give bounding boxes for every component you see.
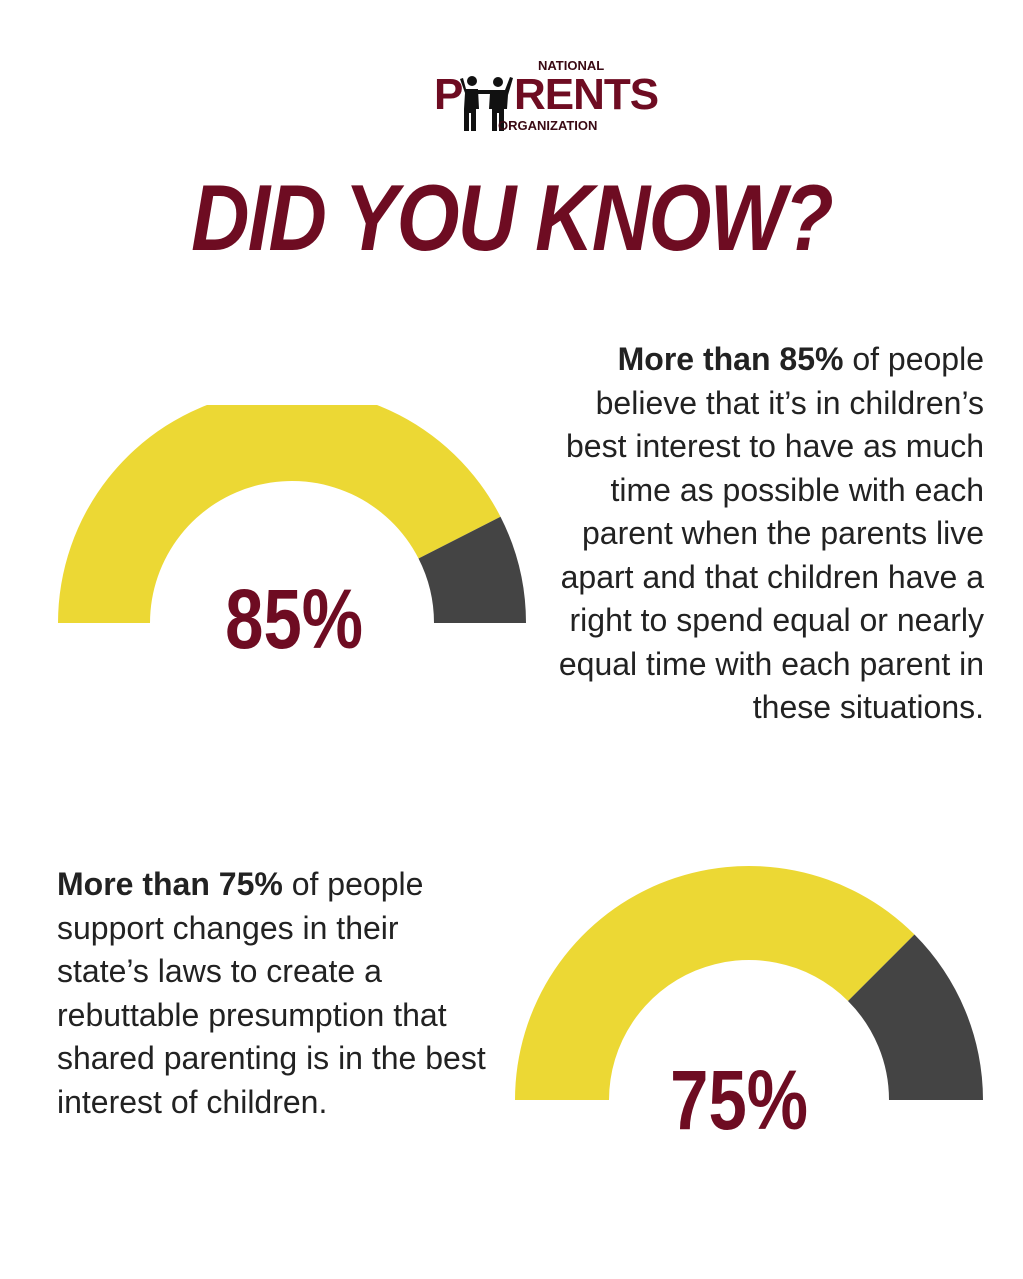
gauge-85-fill-arc (58, 405, 501, 623)
gauge-85-remainder-arc (418, 516, 526, 623)
gauge-75-percent-label: 75% (670, 1053, 808, 1147)
gauge-85-chart (58, 405, 526, 623)
national-parents-organization-logo: NATIONAL P RENTS ORGANIZATION (434, 58, 659, 138)
gauge-75: 75% (507, 862, 991, 1142)
gauge-75-fill-arc (515, 866, 915, 1100)
gauge-85-percent-label: 85% (225, 572, 363, 666)
gauge-75-chart (515, 866, 983, 1100)
logo-letters-rents: RENTS (514, 70, 659, 119)
stat-75-body: of people support changes in their state… (57, 866, 486, 1120)
page-title: DID YOU KNOW? (191, 165, 834, 270)
parent-child-figures-icon (460, 76, 513, 131)
stat-85-description: More than 85% of people believe that it’… (540, 338, 984, 730)
gauge-75-remainder-arc (847, 934, 983, 1100)
logo-letter-p: P (434, 70, 463, 119)
stat-85-body: of people believe that it’s in children’… (558, 341, 984, 725)
logo-bottom-text: ORGANIZATION (498, 118, 598, 133)
gauge-85: 85% (50, 405, 534, 661)
stat-75-description: More than 75% of people support changes … (57, 863, 497, 1124)
stat-75-bold-lead: More than 75% (57, 866, 283, 902)
logo-top-text: NATIONAL (538, 58, 605, 73)
stat-85-bold-lead: More than 85% (617, 341, 844, 377)
